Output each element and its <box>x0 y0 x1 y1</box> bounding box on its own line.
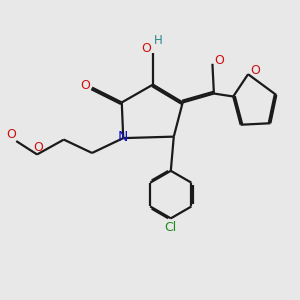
Text: Cl: Cl <box>165 221 177 234</box>
Text: O: O <box>6 128 16 141</box>
Text: O: O <box>250 64 260 77</box>
Text: O: O <box>34 141 44 154</box>
Text: O: O <box>81 79 90 92</box>
Text: H: H <box>154 34 163 47</box>
Text: N: N <box>118 130 128 144</box>
Text: O: O <box>142 42 152 55</box>
Text: O: O <box>214 54 224 67</box>
